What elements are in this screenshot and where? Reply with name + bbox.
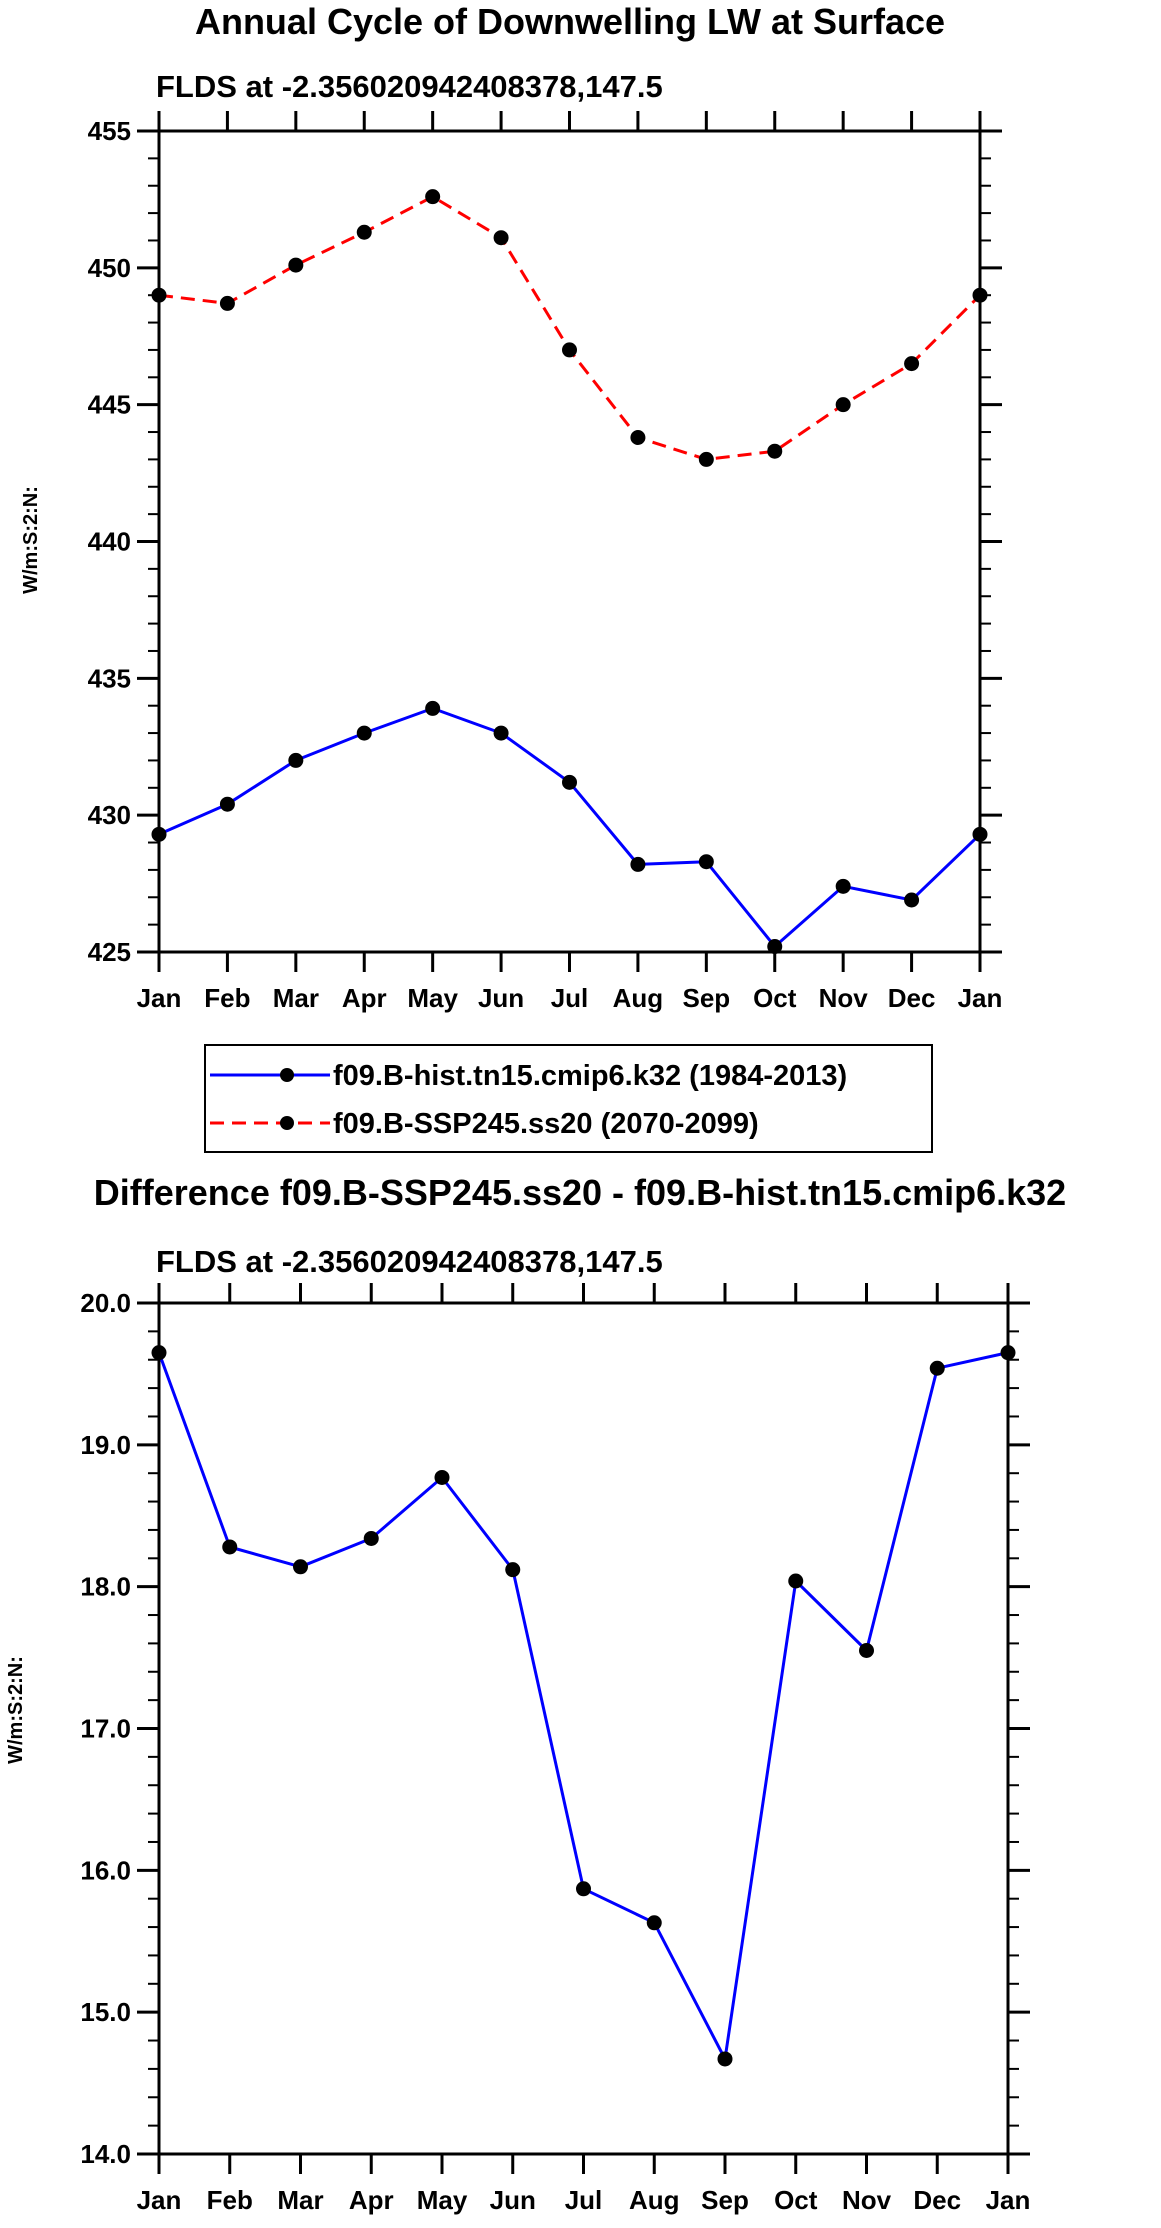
chart2-series-1-point: [717, 2051, 733, 2067]
legend-marker-ssp: [280, 1116, 294, 1130]
legend-marker-hist: [280, 1068, 294, 1082]
chart1-series-2-point: [630, 430, 646, 446]
chart2-series-1-point: [434, 1469, 450, 1485]
chart1-series-1-point: [972, 826, 988, 842]
chart2-series-1-point: [293, 1559, 308, 1575]
chart2-ytick-label: 20.0: [80, 1288, 131, 1318]
chart1-series-1-point: [288, 752, 304, 768]
chart1-series-2-point: [698, 451, 714, 467]
chart1-xtick-label: Apr: [342, 983, 387, 1013]
chart1-series-2-point: [562, 342, 577, 358]
chart1-series-2-point: [288, 257, 304, 273]
chart1-series-1-point: [835, 878, 851, 894]
chart2-series-1-point: [788, 1573, 804, 1589]
chart1-series-1-point: [425, 700, 441, 716]
chart2-series-1-point: [222, 1539, 238, 1555]
chart2-xtick-label: Aug: [629, 2185, 680, 2215]
chart1-series-1-point: [630, 856, 646, 872]
chart1-xtick-label: Nov: [819, 983, 869, 1013]
chart1-xtick-label: Aug: [613, 983, 664, 1013]
chart2-series-1-line: [157, 1351, 1009, 2061]
chart2-series-1-point: [505, 1562, 521, 1578]
chart1-series-2-point: [425, 189, 441, 205]
legend-box: [204, 1044, 933, 1153]
chart1-series-2-point: [835, 397, 851, 413]
chart2-xtick-label: Nov: [842, 2185, 892, 2215]
chart1-ytick-label: 425: [88, 937, 131, 967]
chart2-series-1-point: [576, 1881, 591, 1897]
chart1-series-1-point: [151, 826, 167, 842]
chart2-xtick-label: Dec: [913, 2185, 961, 2215]
chart1-series-2-point: [219, 295, 235, 311]
legend-label-hist: f09.B-hist.tn15.cmip6.k32 (1984-2013): [333, 1060, 847, 1092]
chart1-legend: f09.B-hist.tn15.cmip6.k32 (1984-2013) f0…: [204, 1044, 933, 1153]
chart1-xtick-label: Dec: [888, 983, 936, 1013]
chart1-series-1-point: [219, 796, 235, 812]
chart2-series-1-point: [859, 1642, 874, 1658]
chart1-ytick-label: 440: [88, 527, 131, 557]
chart2-xtick-label: Jan: [986, 2185, 1031, 2215]
chart1-series-2-point: [356, 224, 372, 240]
chart2-series-1-point: [929, 1360, 945, 1376]
chart1-series-1-point: [356, 725, 372, 741]
chart1-series-1-point: [698, 854, 714, 870]
chart1-series-2-point: [151, 287, 167, 303]
chart2-xtick-label: Apr: [349, 2185, 394, 2215]
chart1-xtick-label: Jan: [137, 983, 182, 1013]
chart2-title: Difference f09.B-SSP245.ss20 - f09.B-his…: [94, 1172, 1066, 1213]
chart2-xtick-label: Jan: [137, 2185, 182, 2215]
chart1-ytick-label: 435: [88, 663, 131, 693]
chart2-xtick-label: May: [417, 2185, 468, 2215]
chart2-y-axis-label: W/m:S:2:N:: [5, 1656, 27, 1764]
chart2-xtick-label: Oct: [774, 2185, 818, 2215]
chart2-ytick-label: 18.0: [80, 1572, 131, 1602]
chart2-plot-area: 14.0 15.0 16.0 17.0 18.0 19.0 20.0 Jan Feb Mar Apr…: [80, 1283, 1030, 2215]
chart2-ytick-label: 19.0: [80, 1430, 131, 1460]
chart1-xtick-label: Jul: [551, 983, 589, 1013]
legend-label-ssp: f09.B-SSP245.ss20 (2070-2099): [333, 1108, 759, 1140]
chart1-series-2-point: [972, 287, 988, 303]
chart2-ytick-label: 15.0: [80, 1997, 131, 2027]
chart1-xtick-label: Mar: [273, 983, 319, 1013]
chart2-series-1-point: [1000, 1345, 1016, 1361]
chart2-series-1-point: [646, 1915, 662, 1931]
chart1-series-2-line: [158, 195, 982, 461]
chart2-subtitle: FLDS at -2.356020942408378,147.5: [156, 1244, 663, 1279]
chart2-ytick-label: 14.0: [80, 2139, 131, 2169]
chart2-frame: [157, 1301, 1010, 2156]
chart2-ytick-label: 16.0: [80, 1855, 131, 1885]
chart1-series-1-line: [158, 706, 982, 948]
chart1-series-1-point: [904, 892, 920, 908]
chart1-plot-area: 425 430 435 440 445 450 455 Jan Feb Mar Apr May Jun J…: [88, 111, 1003, 1013]
chart2-xtick-label: Jul: [565, 2185, 603, 2215]
chart1-xtick-label: Jan: [958, 983, 1003, 1013]
chart1-ytick-label: 445: [88, 390, 131, 420]
chart2-xtick-label: Mar: [277, 2185, 323, 2215]
chart1-ytick-label: 455: [88, 116, 131, 146]
chart1-series-1-point: [562, 774, 577, 790]
chart1-xtick-label: Feb: [204, 983, 250, 1013]
chart1-frame: [157, 129, 982, 954]
chart1-subtitle: FLDS at -2.356020942408378,147.5: [156, 69, 663, 104]
chart1-series-2-point: [767, 443, 783, 459]
chart1-xtick-label: Jun: [478, 983, 524, 1013]
chart2-series-1-point: [363, 1530, 379, 1546]
chart1-y-axis-label: W/m:S:2:N:: [20, 486, 42, 594]
chart2-xtick-label: Jun: [490, 2185, 536, 2215]
chart1-series-1-point: [493, 725, 509, 741]
chart2-ytick-label: 17.0: [80, 1714, 131, 1744]
chart1-ytick-label: 430: [88, 800, 131, 830]
chart1-title: Annual Cycle of Downwelling LW at Surfac…: [195, 1, 945, 42]
chart2-xtick-label: Feb: [207, 2185, 253, 2215]
chart1-xtick-label: May: [407, 983, 458, 1013]
chart1-series-2-point: [904, 356, 920, 372]
chart2-series-1-point: [151, 1345, 167, 1361]
chart2-xtick-label: Sep: [701, 2185, 749, 2215]
chart1-xtick-label: Sep: [682, 983, 730, 1013]
chart1-xtick-label: Oct: [753, 983, 797, 1013]
chart1-series-1-point: [767, 939, 783, 955]
chart1-series-2-point: [493, 230, 509, 246]
chart1-ytick-label: 450: [88, 253, 131, 283]
